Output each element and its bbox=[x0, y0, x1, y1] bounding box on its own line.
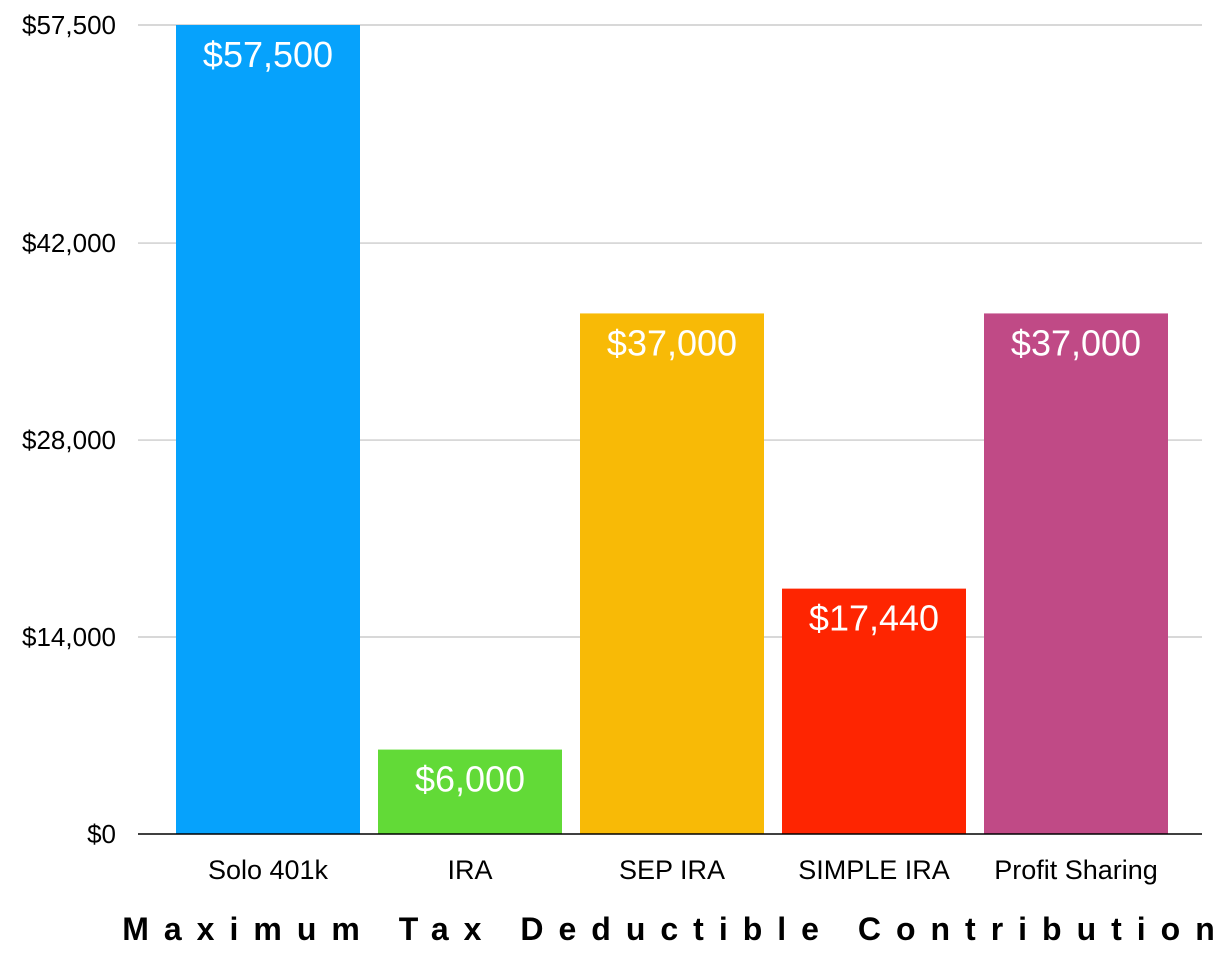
y-tick-label: $42,000 bbox=[22, 228, 116, 258]
y-tick-label: $0 bbox=[87, 819, 116, 849]
x-category-label: SIMPLE IRA bbox=[798, 855, 950, 885]
bar-profit-sharing bbox=[984, 313, 1168, 834]
y-tick-label: $14,000 bbox=[22, 622, 116, 652]
bar-simple-ira bbox=[782, 588, 966, 834]
x-category-label: IRA bbox=[447, 855, 492, 885]
x-axis-title: Maximum Tax Deductible Contribution bbox=[122, 911, 1228, 947]
y-tick-label: $57,500 bbox=[22, 10, 116, 40]
bar-data-label: $37,000 bbox=[1011, 322, 1141, 363]
bar-ira bbox=[378, 749, 562, 834]
y-tick-label: $28,000 bbox=[22, 425, 116, 455]
y-axis-tick-labels: $0 $14,000 $28,000 $42,000 $57,500 bbox=[22, 10, 116, 849]
bar-data-label: $6,000 bbox=[415, 759, 525, 800]
bar-solo-401k bbox=[176, 25, 360, 834]
x-axis-category-labels: Solo 401k IRA SEP IRA SIMPLE IRA Profit Shar… bbox=[208, 855, 1158, 885]
bar-data-labels: $57,500 $6,000 $37,000 $17,440 $37,000 bbox=[203, 34, 1141, 800]
x-category-label: Profit Sharing bbox=[994, 855, 1158, 885]
bar-data-label: $57,500 bbox=[203, 34, 333, 75]
bar-data-label: $37,000 bbox=[607, 322, 737, 363]
bar-data-label: $17,440 bbox=[809, 598, 939, 639]
x-category-label: SEP IRA bbox=[619, 855, 725, 885]
bar-sep-ira bbox=[580, 313, 764, 834]
bars bbox=[176, 25, 1168, 834]
x-category-label: Solo 401k bbox=[208, 855, 329, 885]
